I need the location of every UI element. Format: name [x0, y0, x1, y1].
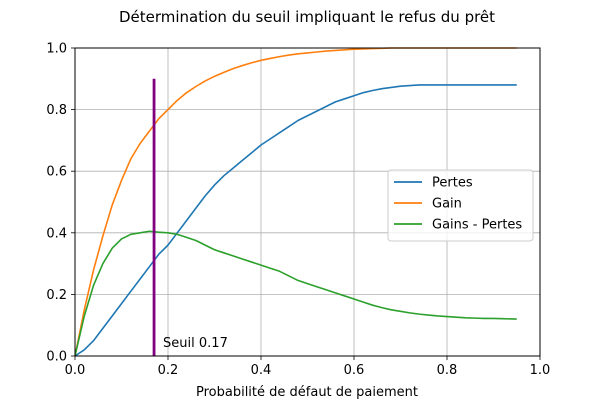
y-tick-label: 0.2	[46, 288, 67, 303]
x-axis-label: Probabilité de défaut de paiement	[196, 385, 418, 400]
legend: Pertes Gain Gains - Pertes	[387, 169, 534, 242]
legend-label: Gain	[432, 197, 462, 212]
chart-title: Détermination du seuil impliquant le ref…	[119, 8, 495, 26]
y-tick-label: 1.0	[46, 42, 67, 57]
y-tick-label: 0.4	[46, 226, 67, 241]
series-line-pertes	[74, 84, 517, 357]
series-line-gains-pertes	[74, 230, 517, 357]
axis-ticks: 0.0 0.2 0.4 0.6 0.8 1.0 0.0 0.2 0.4 0.6 0.8 1.0	[46, 42, 550, 379]
y-tick-label: 0.6	[46, 165, 67, 180]
plot-frame	[74, 47, 541, 357]
legend-box	[387, 169, 534, 242]
x-tick-label: 0.0	[65, 363, 86, 378]
x-tick-label: 0.4	[251, 363, 272, 378]
threshold-marker: Seuil 0.17	[152, 78, 228, 356]
y-tick-label: 0.8	[46, 103, 67, 118]
legend-label: Gains - Pertes	[432, 218, 522, 233]
x-tick-label: 1.0	[530, 363, 551, 378]
x-tick-label: 0.8	[437, 363, 458, 378]
y-tick-label: 0.0	[46, 350, 67, 365]
x-tick-label: 0.2	[158, 363, 179, 378]
threshold-label: Seuil 0.17	[163, 336, 228, 351]
legend-label: Pertes	[432, 176, 473, 191]
x-tick-label: 0.6	[344, 363, 365, 378]
